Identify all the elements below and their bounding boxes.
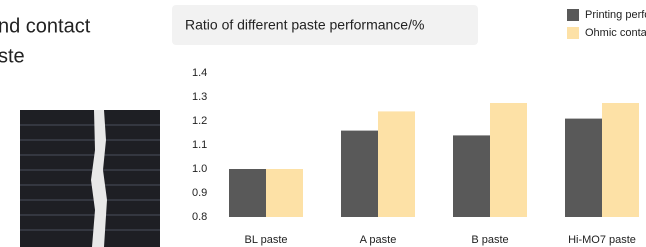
y-tick-label: 1.3 — [192, 91, 207, 103]
bar — [229, 169, 266, 217]
slide: nd contact ste Ratio of different paste … — [0, 0, 646, 247]
page: nd contact ste Ratio of different paste … — [0, 0, 646, 247]
x-tick-label: Hi-MO7 paste — [568, 234, 636, 246]
chart-title: Ratio of different paste performance/% — [185, 17, 424, 33]
legend-swatch — [567, 27, 579, 39]
x-tick-label: A paste — [360, 234, 397, 246]
slide-text: ste — [0, 45, 25, 67]
y-tick-label: 0.9 — [192, 187, 207, 199]
bar — [565, 119, 602, 217]
bar — [341, 131, 378, 217]
legend-swatch — [567, 9, 579, 21]
legend-label: Ohmic contact performance — [585, 27, 646, 39]
legend-label: Printing performance — [585, 9, 646, 21]
bar — [266, 169, 303, 217]
bar — [490, 103, 527, 217]
y-tick-label: 1.0 — [192, 163, 207, 175]
y-tick-label: 1.1 — [192, 139, 207, 151]
photo — [20, 110, 160, 247]
x-tick-label: B paste — [471, 234, 508, 246]
y-tick-label: 1.2 — [192, 115, 207, 127]
bar — [378, 111, 415, 217]
bar — [453, 135, 490, 217]
y-tick-label: 0.8 — [192, 211, 207, 223]
slide-text: nd contact — [0, 15, 91, 37]
y-tick-label: 1.4 — [192, 67, 207, 79]
x-tick-label: BL paste — [244, 234, 287, 246]
bar — [602, 103, 639, 217]
